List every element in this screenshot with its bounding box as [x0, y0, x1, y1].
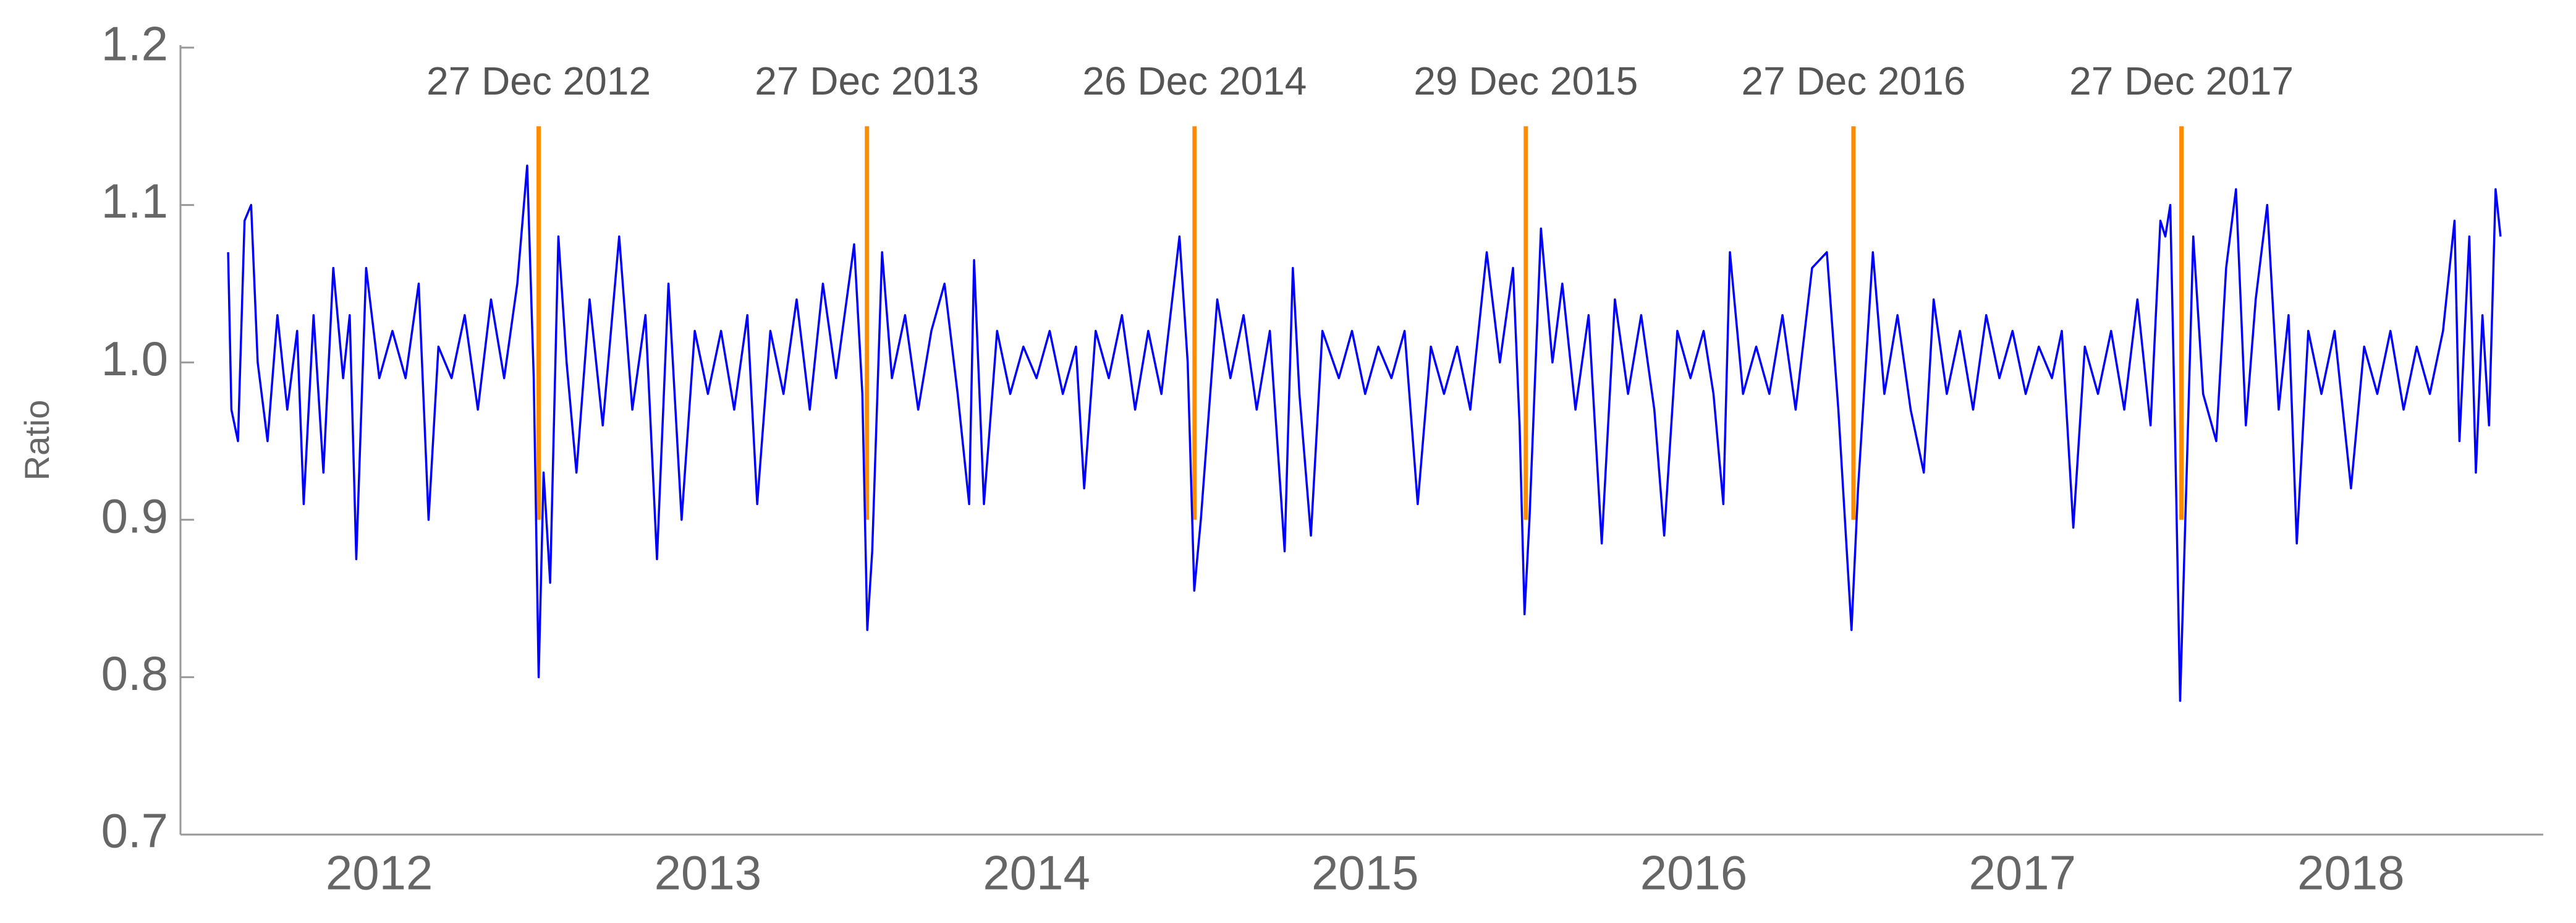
annotation-label: 26 Dec 2014 — [1082, 59, 1307, 103]
y-tick-label: 0.7 — [101, 804, 168, 858]
y-tick-label: 1.0 — [101, 331, 168, 386]
x-tick-label: 2015 — [1311, 846, 1419, 900]
x-tick-label: 2017 — [1968, 846, 2076, 900]
annotation-label: 27 Dec 2016 — [1741, 59, 1965, 103]
y-tick-label: 1.2 — [101, 17, 168, 71]
annotation-label: 27 Dec 2012 — [426, 59, 651, 103]
x-tick-label: 2013 — [655, 846, 762, 900]
x-tick-label: 2012 — [326, 846, 433, 900]
annotation-label: 27 Dec 2013 — [755, 59, 979, 103]
x-tick-label: 2014 — [983, 846, 1090, 900]
y-tick-label: 1.1 — [101, 174, 168, 228]
annotation-label: 29 Dec 2015 — [1413, 59, 1638, 103]
x-tick-label: 2016 — [1640, 846, 1748, 900]
data-line — [227, 164, 2502, 702]
annotation-label: 27 Dec 2017 — [2069, 59, 2294, 103]
y-axis-label: Ratio — [17, 400, 56, 481]
y-tick-label: 0.9 — [101, 488, 168, 543]
x-tick-label: 2018 — [2297, 846, 2405, 900]
y-tick-label: 0.8 — [101, 646, 168, 700]
